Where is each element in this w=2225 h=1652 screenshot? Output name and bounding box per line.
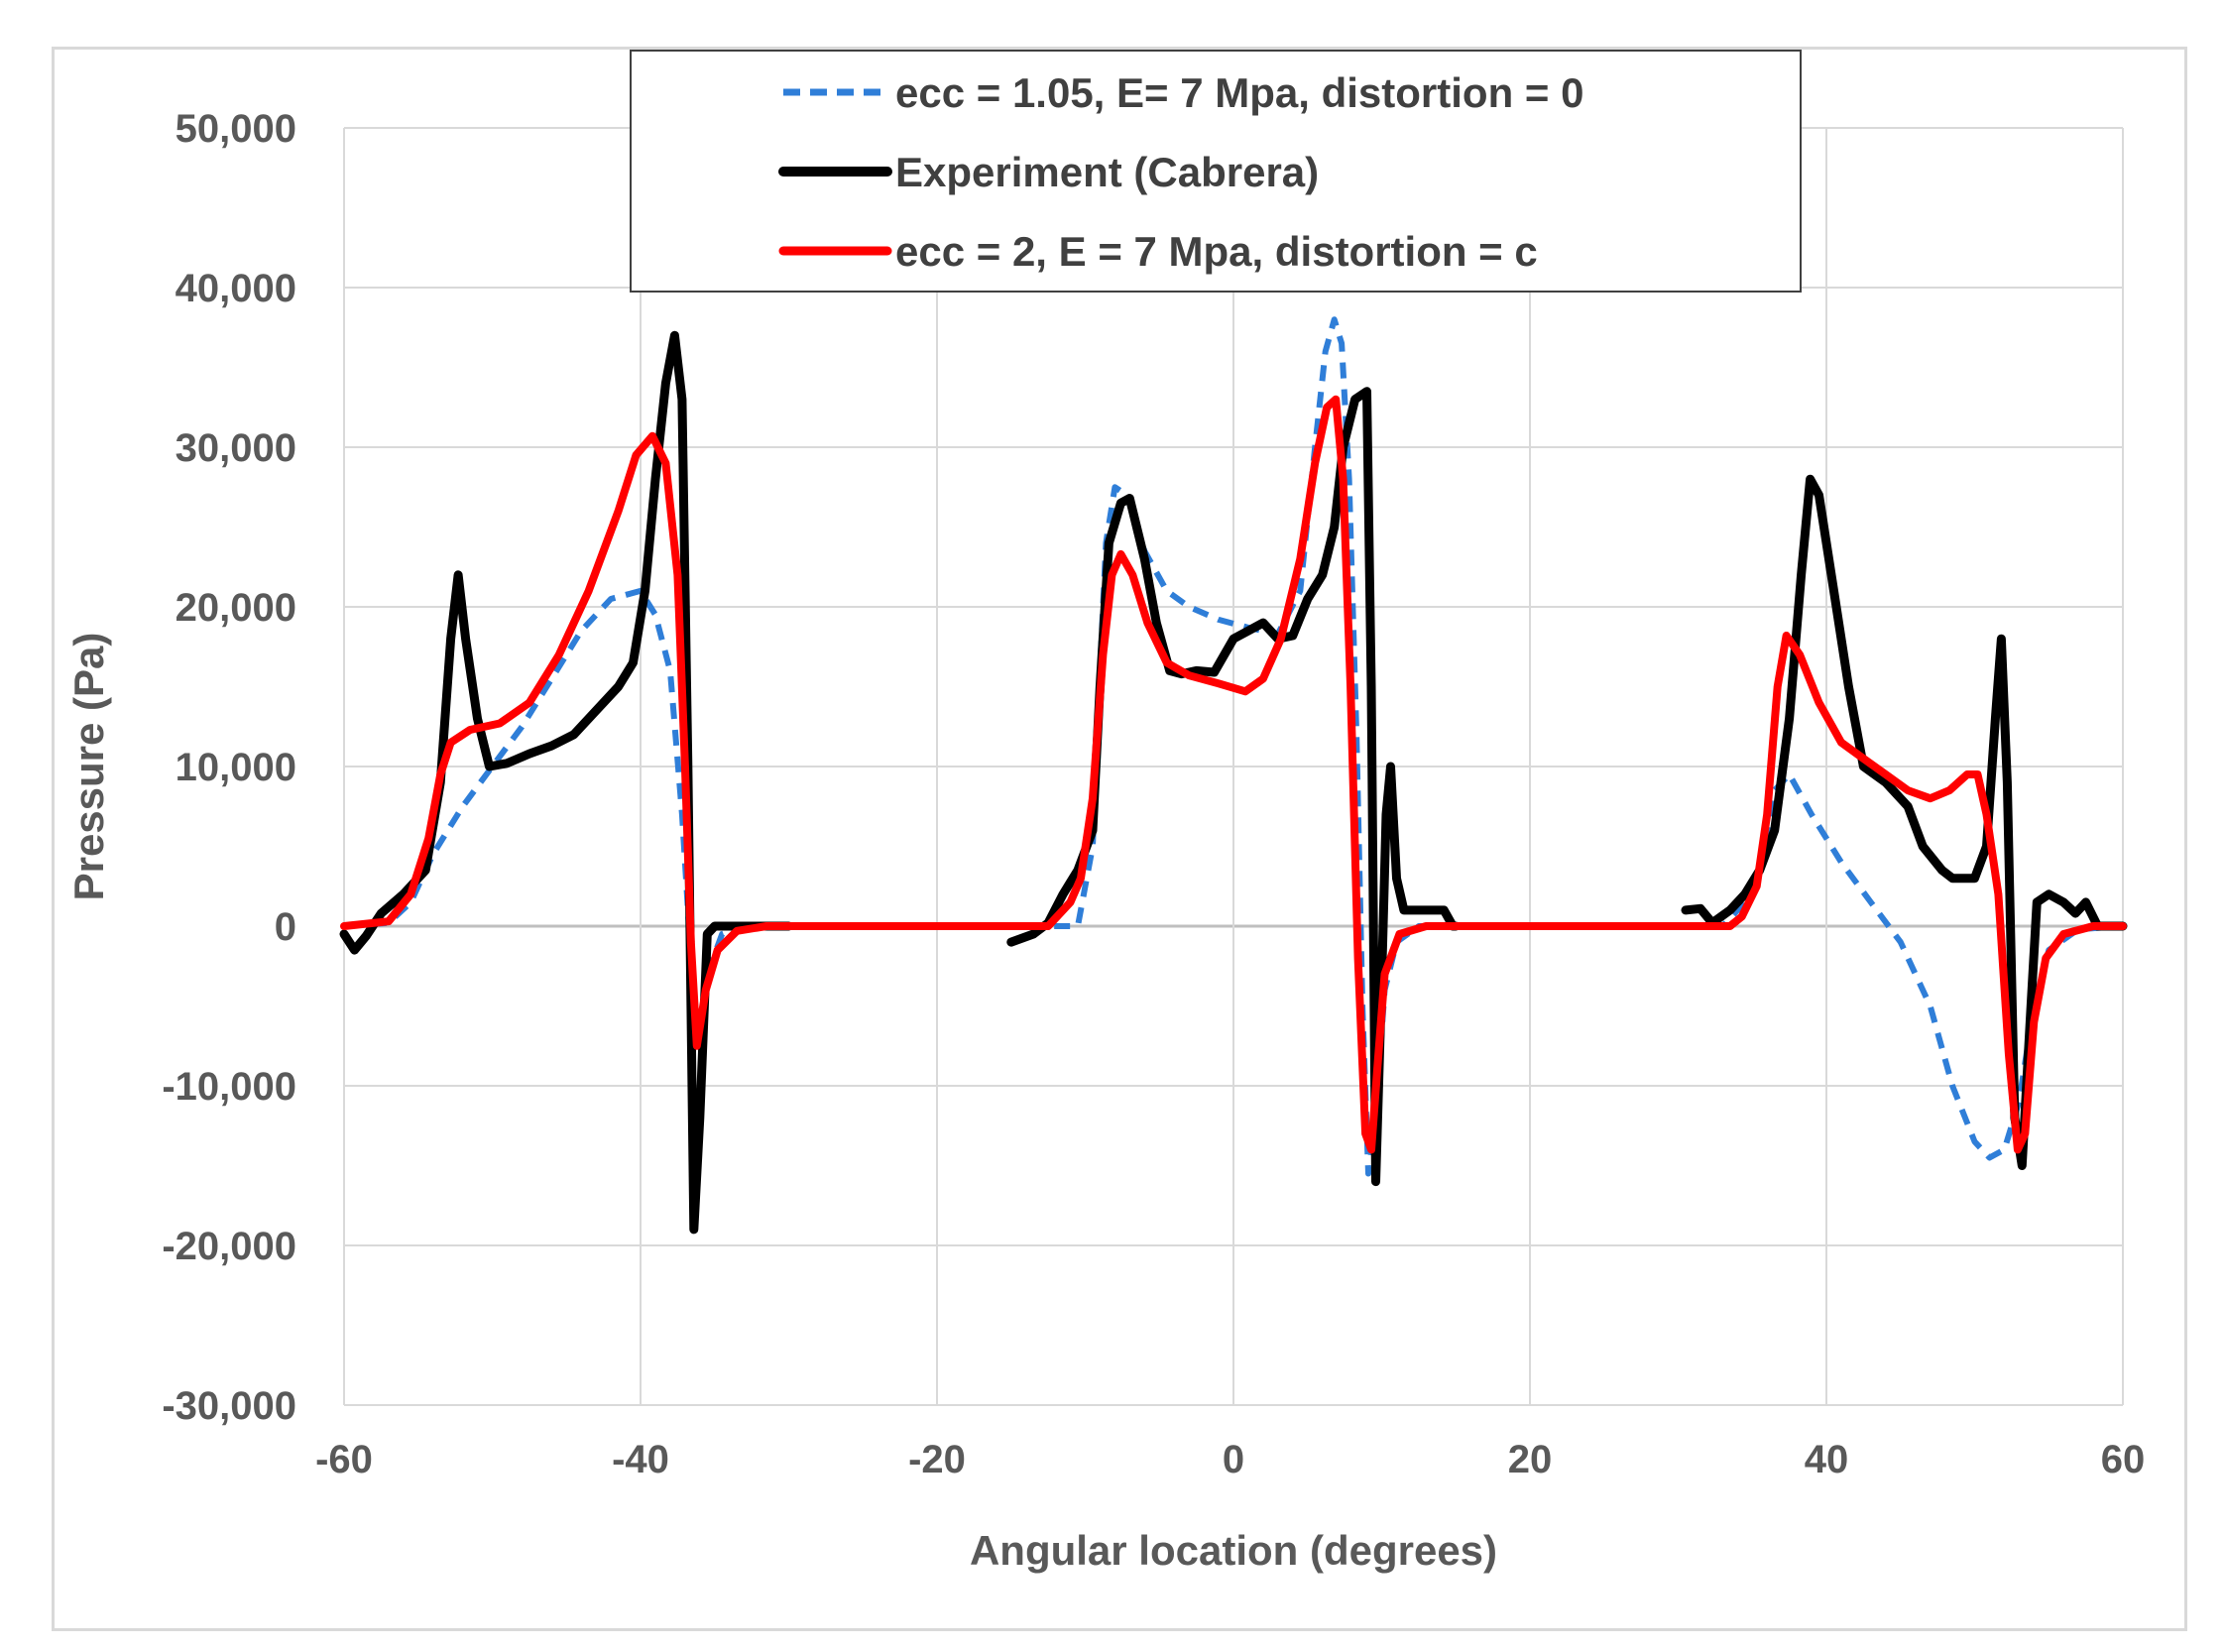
- x-tick-label: 0: [1223, 1438, 1244, 1481]
- x-axis-title: Angular location (degrees): [970, 1527, 1497, 1574]
- legend-label-3: ecc = 2, E = 7 Mpa, distortion = c: [895, 228, 1538, 275]
- x-tick-label: -20: [908, 1438, 966, 1481]
- y-tick-label: 50,000: [176, 107, 296, 151]
- legend: ecc = 1.05, E= 7 Mpa, distortion = 0 Expe…: [630, 50, 1802, 293]
- series-line-2-segment-1: [339, 330, 793, 1235]
- series-line-2-segment-3: [1681, 474, 2128, 1170]
- y-tick-label: 30,000: [176, 426, 296, 470]
- y-tick-label: -20,000: [162, 1225, 296, 1268]
- legend-label-2: Experiment (Cabrera): [895, 149, 1319, 195]
- gridlines: [343, 127, 2124, 1406]
- y-tick-label: 10,000: [176, 746, 296, 789]
- x-tick-label: -60: [315, 1438, 373, 1481]
- series-lines: [339, 316, 2128, 1235]
- x-tick-labels: -60 -40 -20 0 20 40 60: [315, 1438, 2145, 1481]
- x-tick-label: -40: [612, 1438, 669, 1481]
- series-line-3-segment-1: [340, 395, 2127, 1154]
- series-line-1-segment-1: [343, 316, 2124, 1177]
- x-tick-label: 20: [1508, 1438, 1553, 1481]
- y-tick-label: -10,000: [162, 1065, 296, 1109]
- y-tick-label: 0: [275, 905, 296, 949]
- y-axis-title: Pressure (Pa): [65, 633, 112, 901]
- y-tick-label: 40,000: [176, 267, 296, 310]
- y-tick-label: 20,000: [176, 586, 296, 630]
- y-tick-labels: 50,000 40,000 30,000 20,000 10,000 0 -10,000 -2…: [162, 107, 296, 1428]
- x-tick-label: 40: [1805, 1438, 1849, 1481]
- x-tick-label: 60: [2101, 1438, 2146, 1481]
- y-tick-label: -30,000: [162, 1384, 296, 1428]
- legend-label-1: ecc = 1.05, E= 7 Mpa, distortion = 0: [895, 69, 1583, 116]
- chart-frame: [52, 47, 2187, 1631]
